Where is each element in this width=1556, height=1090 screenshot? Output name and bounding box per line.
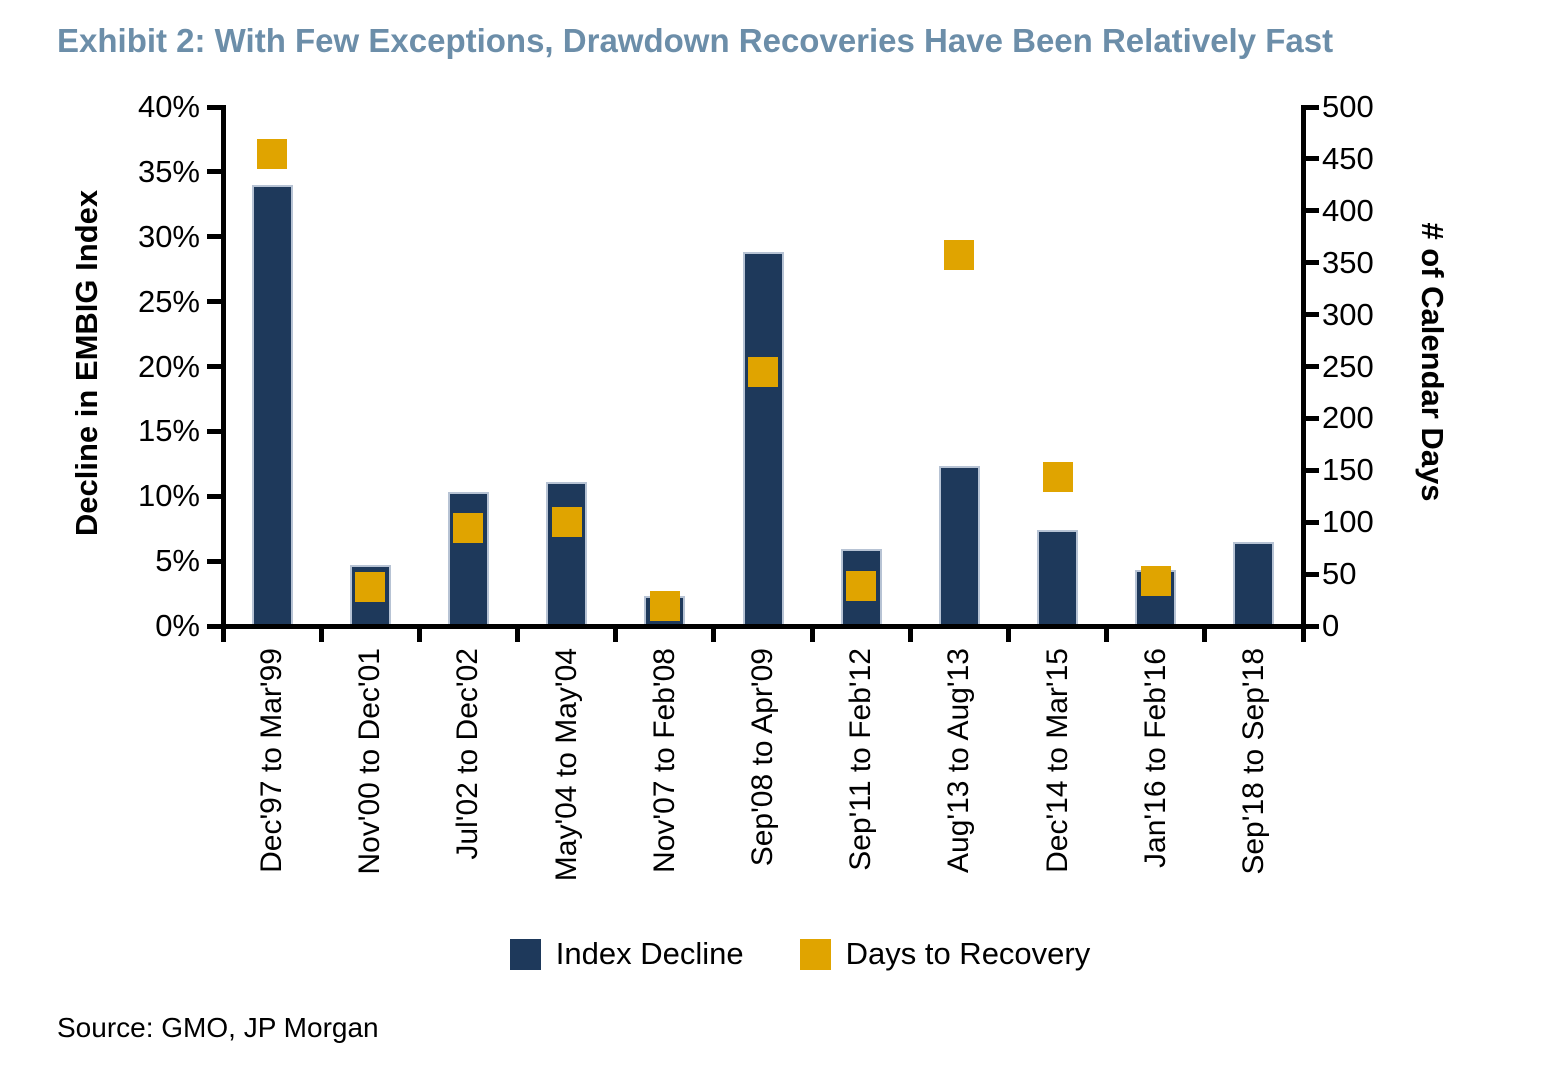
recovery-marker [748,356,778,387]
right-axis-tick-label: 350 [1322,244,1374,280]
legend: Index Decline Days to Recovery [250,936,1350,972]
bar [447,492,489,626]
legend-label: Index Decline [555,936,744,971]
right-axis-tick-label: 300 [1322,296,1374,332]
left-axis-tick [207,299,223,305]
right-axis-tick [1303,156,1319,162]
x-axis-tick [907,626,913,642]
x-axis-line [207,623,1308,629]
right-axis-tick-label: 400 [1322,192,1374,228]
left-axis-tick-label: 40% [137,89,200,124]
bar [1037,529,1079,626]
right-axis-tick-label: 150 [1322,452,1374,488]
right-axis-tick-label: 100 [1322,504,1374,540]
right-axis-tick-label: 50 [1322,556,1357,592]
x-category-label: Nov'00 to Dec'01 [353,648,387,875]
source-note: Source: GMO, JP Morgan [57,1012,379,1043]
left-axis-tick [207,104,223,110]
x-axis-tick [809,626,815,642]
x-category-label: Jan'16 to Feb'16 [1138,648,1172,868]
x-axis-tick [1202,626,1208,642]
right-axis-tick [1303,571,1319,577]
x-category-label: Dec'97 to Mar'99 [255,648,289,873]
right-axis-tick-label: 250 [1322,348,1374,384]
left-axis-tick-label: 10% [137,478,200,514]
recovery-marker [944,240,975,271]
x-category-label: May'04 to May'04 [549,648,583,882]
right-axis-tick [1303,208,1319,214]
left-axis-tick [207,234,223,240]
x-category-label: Sep'18 to Sep'18 [1236,648,1270,875]
right-axis-tick [1303,623,1319,629]
left-axis-tick-label: 25% [137,283,200,319]
right-axis-tick [1303,467,1319,473]
right-axis-tick [1303,104,1319,110]
x-category-label: Nov'07 to Feb'08 [647,648,681,873]
bar [251,184,293,626]
left-axis-tick [207,169,223,175]
recovery-marker [1042,461,1073,492]
right-axis-line [1300,104,1306,640]
left-axis-tick [207,428,223,434]
recovery-marker [551,507,582,538]
bar [1233,541,1275,626]
recovery-marker [846,570,877,601]
left-axis-tick-label: 5% [155,543,200,579]
right-axis-tick-label: 0 [1322,608,1340,643]
recovery-marker [1140,566,1171,597]
left-axis-tick [207,558,223,564]
left-axis-tick-label: 20% [137,348,200,384]
left-axis-tick [207,493,223,499]
right-axis-tick-label: 200 [1322,400,1374,436]
page-title: Exhibit 2: With Few Exceptions, Drawdown… [57,22,1334,59]
legend-entry-days-to-recovery: Days to Recovery [799,936,1091,972]
bar [546,481,588,626]
legend-label: Days to Recovery [845,936,1091,971]
x-axis-tick [515,626,521,642]
right-axis-tick-label: 450 [1322,140,1374,176]
x-category-label: Aug'13 to Aug'13 [942,648,976,873]
bar [742,252,784,626]
recovery-marker [257,138,288,169]
x-axis-tick [1005,626,1011,642]
right-axis-tick [1303,260,1319,266]
recovery-marker [649,591,680,622]
left-axis-tick [207,364,223,369]
x-axis-tick [318,626,324,642]
x-axis-tick [711,626,717,642]
left-axis-tick-label: 35% [137,153,200,189]
recovery-marker [453,513,484,544]
x-axis-tick [1300,626,1306,642]
right-axis-tick-label: 500 [1322,89,1374,124]
left-axis-line [220,104,226,631]
bar [938,466,980,626]
left-axis-tick-label: 0% [155,608,200,643]
x-axis-tick [220,626,226,642]
right-axis-tick [1303,415,1319,421]
right-axis-tick [1303,364,1319,369]
x-category-label: Sep'11 to Feb'12 [844,648,878,871]
x-category-label: Sep'08 to Apr'09 [746,648,779,867]
index-decline-swatch [509,938,541,970]
right-axis-tick [1303,519,1319,525]
recovery-marker [355,571,386,602]
x-category-label: Jul'02 to Dec'02 [451,648,485,860]
left-axis-tick-label: 15% [137,413,200,449]
x-axis-tick [613,626,619,642]
days-to-recovery-swatch [799,938,831,970]
x-axis-tick [416,626,422,642]
left-axis-tick [207,623,223,629]
x-category-label: Dec'14 to Mar'15 [1040,648,1074,873]
x-axis-tick [1104,626,1110,642]
right-axis-tick [1303,312,1319,318]
legend-entry-index-decline: Index Decline [509,936,744,972]
left-axis-tick-label: 30% [137,218,200,254]
